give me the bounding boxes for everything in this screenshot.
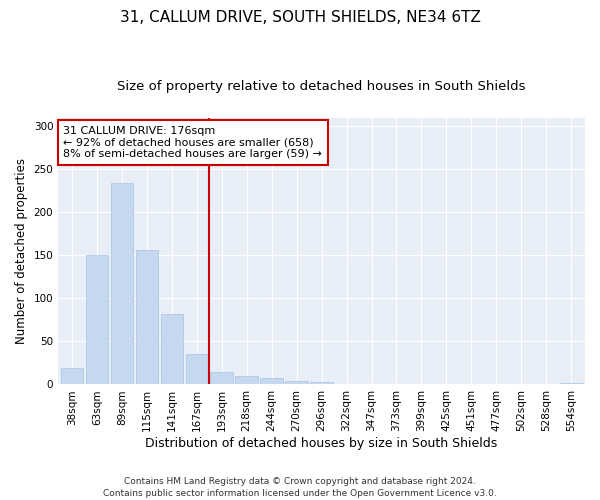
Bar <box>136 250 158 384</box>
Text: 31 CALLUM DRIVE: 176sqm
← 92% of detached houses are smaller (658)
8% of semi-de: 31 CALLUM DRIVE: 176sqm ← 92% of detache… <box>64 126 322 159</box>
Text: 31, CALLUM DRIVE, SOUTH SHIELDS, NE34 6TZ: 31, CALLUM DRIVE, SOUTH SHIELDS, NE34 6T… <box>119 10 481 25</box>
Bar <box>235 376 258 384</box>
Bar <box>86 254 108 384</box>
Bar <box>310 382 333 384</box>
Title: Size of property relative to detached houses in South Shields: Size of property relative to detached ho… <box>118 80 526 93</box>
Bar <box>560 382 583 384</box>
Y-axis label: Number of detached properties: Number of detached properties <box>15 158 28 344</box>
Bar <box>110 183 133 384</box>
Bar <box>61 368 83 384</box>
Bar <box>211 372 233 384</box>
X-axis label: Distribution of detached houses by size in South Shields: Distribution of detached houses by size … <box>145 437 498 450</box>
Bar <box>260 378 283 384</box>
Bar <box>185 354 208 384</box>
Text: Contains HM Land Registry data © Crown copyright and database right 2024.
Contai: Contains HM Land Registry data © Crown c… <box>103 476 497 498</box>
Bar <box>286 381 308 384</box>
Bar <box>161 314 183 384</box>
